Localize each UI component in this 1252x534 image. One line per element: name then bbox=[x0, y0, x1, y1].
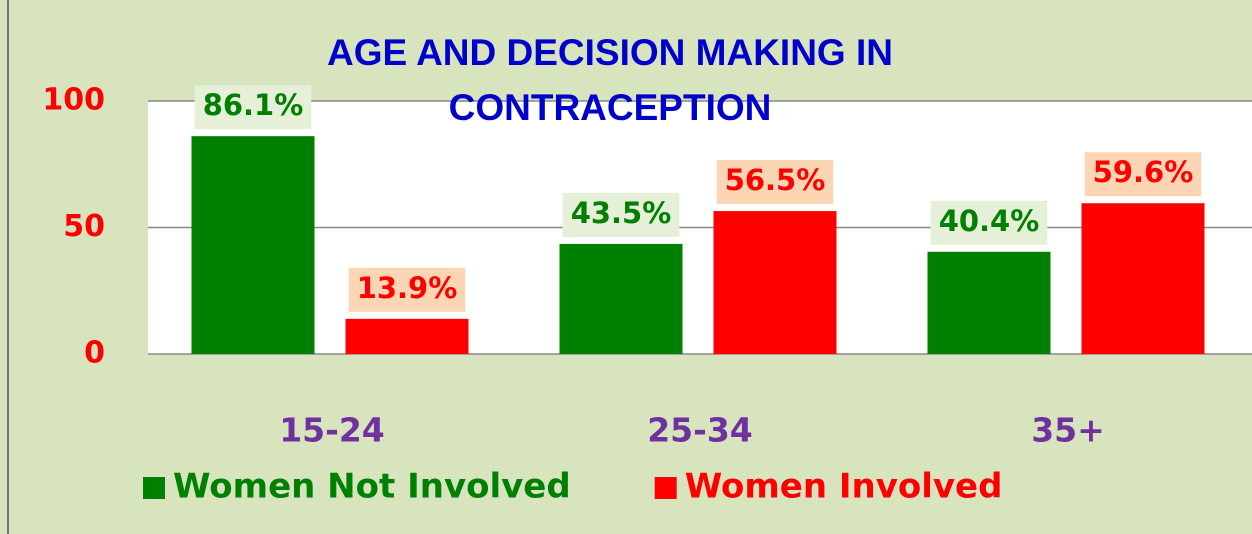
bar bbox=[927, 251, 1051, 354]
legend-swatch bbox=[654, 477, 677, 499]
legend-label: Women Not Involved bbox=[173, 467, 571, 507]
bar bbox=[191, 136, 315, 354]
bars bbox=[191, 136, 1205, 354]
chart-title: CONTRACEPTION bbox=[449, 87, 772, 128]
x-tick-label: 25-34 bbox=[647, 411, 753, 450]
value-label-background bbox=[348, 267, 466, 312]
bar bbox=[1081, 203, 1205, 354]
y-tick-label: 50 bbox=[63, 209, 105, 244]
x-tick-label: 35+ bbox=[1031, 411, 1105, 450]
value-label: 59.6% bbox=[1093, 155, 1194, 189]
value-label-background bbox=[930, 200, 1048, 245]
bar bbox=[713, 211, 837, 354]
value-label: 40.4% bbox=[939, 204, 1040, 238]
bar bbox=[345, 318, 469, 354]
value-label: 56.5% bbox=[725, 163, 826, 197]
value-label-background bbox=[716, 160, 834, 205]
value-label: 86.1% bbox=[203, 88, 304, 122]
value-label: 13.9% bbox=[357, 271, 458, 305]
grid bbox=[148, 100, 1252, 355]
legend-swatch bbox=[143, 477, 165, 499]
legend-label: Women Involved bbox=[685, 467, 1003, 507]
bar bbox=[559, 243, 683, 354]
value-label-background bbox=[562, 192, 680, 237]
value-label: 43.5% bbox=[571, 196, 672, 230]
x-tick-label: 15-24 bbox=[279, 411, 385, 450]
y-tick-label: 0 bbox=[84, 336, 105, 371]
chart-title: AGE AND DECISION MAKING IN bbox=[327, 32, 893, 73]
value-label-background bbox=[1084, 152, 1202, 197]
value-label-background bbox=[194, 85, 312, 130]
y-tick-label: 100 bbox=[42, 83, 105, 118]
